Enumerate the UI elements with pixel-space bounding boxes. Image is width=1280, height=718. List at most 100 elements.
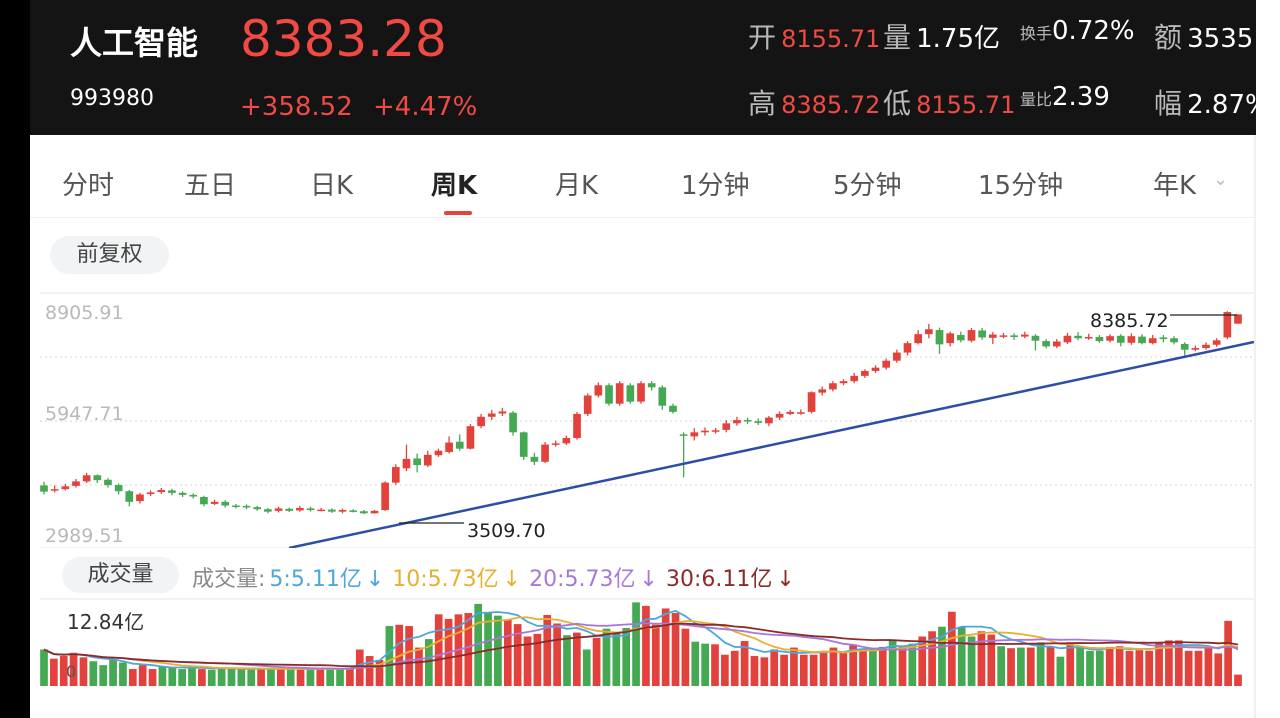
candle-body xyxy=(189,494,198,497)
candle xyxy=(146,490,155,497)
candle-body xyxy=(583,395,592,414)
candle-body xyxy=(669,405,677,412)
tab-15min[interactable]: 15分钟 xyxy=(978,171,1064,201)
tab-daily-k[interactable]: 日K xyxy=(310,171,354,201)
volume-chart xyxy=(40,598,1254,686)
candle xyxy=(850,373,859,384)
candle xyxy=(455,434,464,451)
candle-body xyxy=(498,411,507,414)
candle-body xyxy=(1212,340,1221,345)
tab-monthly-k[interactable]: 月K xyxy=(555,171,599,201)
volume-bar xyxy=(711,644,719,686)
volume-legend-label: 成交量: xyxy=(192,567,266,592)
volume-bar xyxy=(869,648,877,686)
volume-indicator-button[interactable]: 成交量 xyxy=(62,557,179,593)
candle xyxy=(999,332,1008,339)
ma10-legend: 10:5.73亿 ↓ xyxy=(392,567,522,592)
candle xyxy=(61,483,70,491)
candle xyxy=(136,492,144,504)
y-axis-top-label: 8905.91 xyxy=(45,302,124,324)
tab-5min[interactable]: 5分钟 xyxy=(833,171,902,201)
candle-body xyxy=(381,482,389,511)
low-marker-label: 3509.70 xyxy=(467,520,546,542)
candle xyxy=(296,505,304,512)
tab-five-day[interactable]: 五日 xyxy=(184,171,237,201)
volume-bar xyxy=(632,602,640,686)
volume-bar xyxy=(168,667,177,686)
candle xyxy=(882,358,891,370)
candle-body xyxy=(296,507,304,511)
adjust-mode-button[interactable]: 前复权 xyxy=(50,236,169,274)
candle-body xyxy=(562,438,571,444)
volume-bar xyxy=(671,613,680,686)
volume-bar xyxy=(849,644,858,686)
volume-bar xyxy=(109,659,117,686)
volume-bar xyxy=(790,647,798,686)
volume-bar xyxy=(957,626,966,686)
candle-body xyxy=(541,444,549,462)
candle xyxy=(1191,345,1200,352)
stat-turnover: 换手0.72% xyxy=(1020,16,1135,46)
candle xyxy=(775,411,784,421)
candle-body xyxy=(391,467,400,483)
tab-yearly-k[interactable]: 年K xyxy=(1153,171,1197,201)
candle-body xyxy=(807,392,816,412)
volume-bar xyxy=(987,634,996,686)
right-divider xyxy=(1254,135,1256,718)
candle-body xyxy=(114,485,123,492)
candle xyxy=(818,386,827,396)
candle-body xyxy=(285,508,294,511)
candle-body xyxy=(264,509,272,512)
candle xyxy=(1063,332,1072,344)
candle-body xyxy=(829,383,837,390)
candle-body xyxy=(328,509,336,512)
active-tab-indicator xyxy=(444,211,472,215)
candle xyxy=(573,411,581,440)
candle xyxy=(967,328,976,343)
volume-bar xyxy=(207,669,216,686)
candle-body xyxy=(871,367,880,371)
candle-body xyxy=(733,420,741,424)
candle-body xyxy=(359,511,368,514)
volume-bar xyxy=(839,652,848,686)
volume-bar xyxy=(928,631,936,686)
candle xyxy=(104,478,112,488)
candle xyxy=(1074,332,1082,341)
volume-bar xyxy=(336,668,344,686)
candle xyxy=(317,507,326,512)
volume-bar xyxy=(385,626,394,686)
candle xyxy=(562,435,571,445)
candle-body xyxy=(1116,335,1125,343)
candle xyxy=(1170,336,1178,345)
candle-body xyxy=(519,432,528,457)
volume-bar xyxy=(563,635,571,686)
candle-body xyxy=(1063,335,1072,343)
candle xyxy=(1159,334,1168,343)
volume-bar xyxy=(99,665,108,686)
ma20-legend: 20:5.73亿 ↓ xyxy=(529,567,658,592)
volume-bar xyxy=(592,637,601,686)
candle xyxy=(1020,331,1029,339)
volume-bar xyxy=(1214,653,1223,686)
tab-intraday[interactable]: 分时 xyxy=(62,171,115,201)
candle xyxy=(711,427,720,434)
chevron-down-icon[interactable]: ⌄ xyxy=(1213,169,1229,190)
candle xyxy=(423,450,432,468)
volume-bar xyxy=(888,640,897,686)
candlestick-chart[interactable]: 8905.91 5947.71 2989.51 8385.72 3509.70 xyxy=(30,290,1254,548)
candle xyxy=(669,403,677,414)
tab-weekly-k[interactable]: 周K xyxy=(431,171,478,201)
volume-legend: 成交量: 5:5.11亿 ↓ 10:5.73亿 ↓ 20:5.73亿 ↓ 30:6.11亿 ↓ xyxy=(192,561,803,593)
tab-1min[interactable]: 1分钟 xyxy=(681,171,750,201)
candle xyxy=(1042,339,1050,349)
candle-body xyxy=(1191,348,1200,350)
stat-volume-ratio: 量比2.39 xyxy=(1020,82,1110,112)
candle-body xyxy=(530,456,539,462)
volume-max-label: 12.84亿 xyxy=(67,610,145,634)
candle-body xyxy=(370,510,379,514)
candle xyxy=(253,505,262,511)
candle-body xyxy=(178,492,187,495)
candle-body xyxy=(551,443,560,445)
candle-body xyxy=(765,417,773,424)
volume-bar xyxy=(1234,674,1242,686)
